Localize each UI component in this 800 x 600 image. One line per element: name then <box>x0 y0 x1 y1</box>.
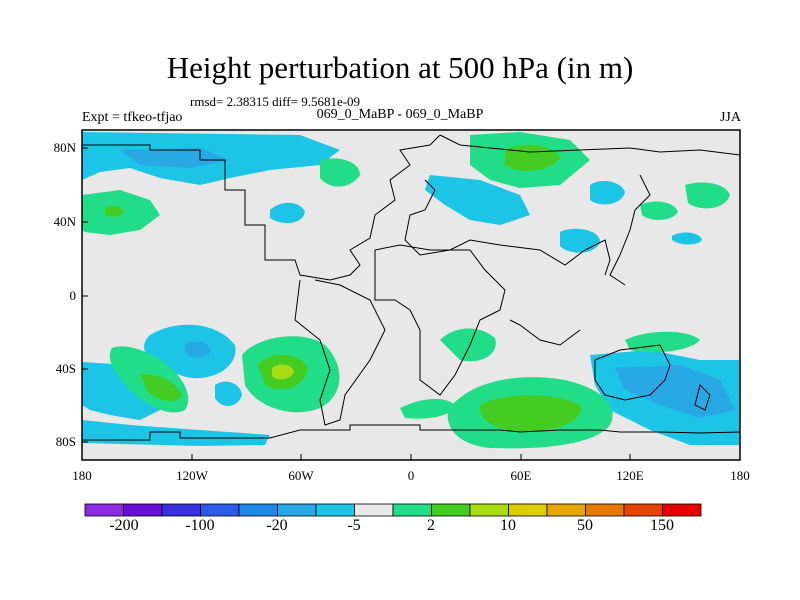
coastline-antarctica <box>82 424 740 441</box>
y-tick-label: 40S <box>56 361 76 376</box>
positive-region-southern-africa <box>400 398 455 419</box>
colorbar-swatch <box>315 503 355 517</box>
x-tick-label: 60E <box>511 468 532 483</box>
colorbar <box>84 503 702 517</box>
y-tick-label: 40N <box>54 214 77 229</box>
experiment-label: Expt = tfkeo-tfjao <box>82 110 183 125</box>
coastlines <box>82 134 740 441</box>
coastline-europe-mideast <box>404 179 611 276</box>
colorbar-swatch <box>662 503 702 517</box>
stats-line: rmsd= 2.38315 diff= 9.5681e-09 <box>190 94 361 109</box>
colorbar-labels: -200 -100 -20 -5 2 10 50 150 <box>109 517 674 534</box>
colorbar-label: -200 <box>109 517 138 534</box>
positive-region-southern-ocean-core <box>479 395 581 432</box>
x-tick-label: 120E <box>616 468 644 483</box>
coastline-east-asia <box>609 174 651 286</box>
subtitle: 069_0_MaBP - 069_0_MaBP <box>316 107 484 122</box>
negative-region-europe <box>590 180 625 205</box>
colorbar-swatch <box>277 503 317 517</box>
plot-title: Height perturbation at 500 hPa (in m) <box>166 50 634 85</box>
axis-ticks <box>81 147 741 460</box>
coastline-north-america <box>82 134 441 281</box>
colorbar-swatch <box>585 503 625 517</box>
negative-region-atlantic <box>425 175 530 225</box>
colorbar-label: -20 <box>266 517 287 534</box>
positive-region-south-pacific-west-core <box>140 374 182 402</box>
coastline-new-zealand <box>694 384 711 411</box>
coastline-south-america <box>294 279 386 426</box>
colorbar-label: -100 <box>185 517 214 534</box>
colorbar-label: 10 <box>500 517 516 534</box>
colorbar-swatch <box>431 503 471 517</box>
colorbar-swatch <box>469 503 509 517</box>
x-tick-label: 0 <box>408 468 415 483</box>
colorbar-swatch <box>200 503 240 517</box>
positive-region-east-asia <box>685 182 730 209</box>
negative-region-south-atlantic <box>215 381 242 406</box>
positive-region-southeast-pacific-peak <box>272 364 294 380</box>
colorbar-swatch <box>161 503 201 517</box>
x-tick-label: 60W <box>288 468 314 483</box>
coastline-eurasia <box>439 134 740 156</box>
contour-fields <box>82 132 740 449</box>
colorbar-label: 50 <box>577 517 593 534</box>
colorbar-swatch <box>354 503 394 517</box>
positive-region-north-america <box>320 158 360 187</box>
negative-region-asia <box>560 228 600 253</box>
colorbar-label: 2 <box>427 517 435 534</box>
colorbar-swatch <box>123 503 163 517</box>
coastline-africa <box>374 244 506 396</box>
colorbar-swatch <box>84 503 124 517</box>
y-tick-label: 80N <box>54 140 77 155</box>
season-label: JJA <box>719 110 741 125</box>
colorbar-swatch <box>508 503 548 517</box>
x-tick-label: 120W <box>176 468 209 483</box>
x-tick-label: 180 <box>72 468 92 483</box>
y-tick-label: 80S <box>56 434 76 449</box>
negative-region-small-east <box>672 232 702 245</box>
colorbar-swatch <box>238 503 278 517</box>
y-tick-label: 0 <box>70 288 77 303</box>
colorbar-label: 150 <box>650 517 674 534</box>
colorbar-swatch <box>623 503 663 517</box>
negative-region-south-indian-core <box>615 365 735 418</box>
negative-region-south-pacific-core <box>185 341 210 358</box>
colorbar-label: -5 <box>347 517 360 534</box>
colorbar-swatch <box>392 503 432 517</box>
negative-region-northwest-pacific <box>270 202 305 224</box>
coastline-indonesia <box>509 319 581 346</box>
positive-region-south-atlantic <box>440 328 496 362</box>
positive-region-china <box>640 201 678 220</box>
colorbar-swatch <box>546 503 586 517</box>
coastline-australia <box>594 344 671 401</box>
x-tick-label: 180 <box>730 468 750 483</box>
positive-region-north-pacific-core <box>105 205 124 217</box>
negative-region-north-pacific-core <box>120 148 230 168</box>
